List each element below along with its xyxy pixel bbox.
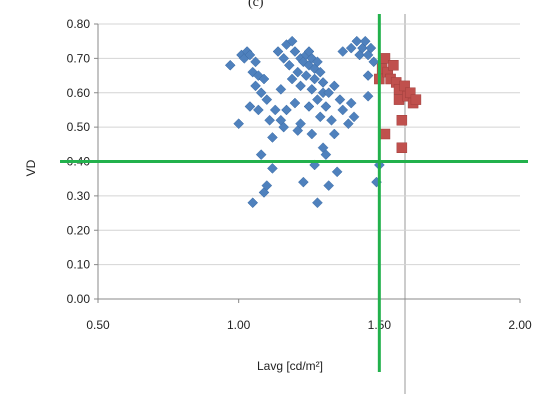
diamond-point: [362, 90, 374, 102]
y-tick-label: 0.50: [67, 120, 91, 134]
diamond-point: [267, 163, 278, 174]
diamond-point: [320, 149, 332, 160]
panel-label: (c): [248, 0, 264, 10]
diamond-point: [250, 80, 261, 92]
diamond-point: [368, 56, 380, 68]
diamond-point: [298, 176, 309, 188]
y-tick-labels: 0.000.100.200.300.400.500.600.700.80: [67, 17, 91, 306]
diamond-point: [250, 56, 261, 68]
square-point: [396, 115, 408, 126]
diamond-point: [272, 46, 284, 57]
diamond-point: [334, 94, 346, 105]
diamond-point: [261, 94, 273, 105]
diamond-point: [275, 83, 287, 95]
diamond-point: [314, 111, 326, 123]
y-tick-label: 0.20: [67, 223, 91, 237]
diamond-point: [255, 87, 267, 99]
diamond-point: [267, 132, 278, 143]
x-tick-label: 1.00: [227, 318, 251, 332]
diamond-point: [323, 180, 335, 191]
diamond-point: [323, 87, 335, 99]
square-point: [405, 87, 416, 98]
diamond-point: [224, 59, 236, 71]
diamond-point: [253, 104, 264, 116]
diamond-point: [281, 104, 292, 116]
diamond-point: [303, 101, 315, 112]
diamond-point: [286, 73, 298, 85]
diamond-point: [286, 35, 298, 47]
diamond-point: [312, 56, 323, 68]
diamond-point: [283, 59, 295, 71]
diamond-point: [295, 80, 306, 92]
square-point: [410, 94, 422, 105]
diamond-point: [278, 53, 290, 64]
diamond-point: [255, 149, 267, 160]
y-tick-label: 0.80: [67, 17, 91, 31]
diamond-point: [300, 70, 312, 81]
diamond-point: [337, 104, 349, 116]
square-point: [399, 80, 410, 92]
diamond-point: [312, 197, 323, 209]
diamond-point: [351, 35, 363, 47]
diamond-point: [326, 114, 337, 126]
diamond-point: [345, 97, 357, 109]
y-axis-title: VD: [24, 159, 38, 176]
diamond-point: [269, 104, 281, 116]
reference-lines: [60, 14, 528, 372]
diamond-point: [348, 111, 360, 123]
diamond-point: [289, 46, 301, 57]
diamond-point: [328, 128, 340, 140]
diamond-point: [261, 180, 273, 191]
diamond-point: [247, 197, 259, 209]
diamond-point: [244, 49, 256, 61]
x-tick-label: 2.00: [508, 318, 532, 332]
diamond-point: [306, 83, 318, 95]
diamond-point: [328, 80, 340, 92]
y-tick-label: 0.30: [67, 189, 91, 203]
diamond-point: [244, 101, 256, 112]
diamond-point: [359, 35, 371, 47]
diamond-point: [337, 46, 349, 57]
y-tick-label: 0.00: [67, 292, 91, 306]
diamond-point: [365, 42, 377, 54]
diamond-point: [233, 118, 245, 130]
diamond-point: [320, 101, 332, 112]
square-point: [379, 128, 391, 140]
diamond-point: [314, 66, 326, 78]
square-point: [396, 142, 408, 153]
diamond-point: [343, 118, 354, 130]
diamond-point: [264, 114, 275, 126]
diamond-point: [362, 70, 374, 81]
diamond-point: [309, 73, 320, 85]
diamond-point: [289, 97, 301, 109]
diamond-point: [295, 118, 306, 130]
y-tick-label: 0.10: [67, 258, 91, 272]
diamond-point: [258, 73, 270, 85]
diamond-point: [306, 128, 318, 140]
y-tick-label: 0.60: [67, 86, 91, 100]
diamond-point: [278, 121, 290, 133]
x-axis-title: Lavg [cd/m²]: [257, 359, 323, 373]
y-tick-label: 0.70: [67, 51, 91, 65]
diamond-point: [312, 94, 323, 105]
diamond-point: [331, 166, 343, 178]
square-point: [388, 60, 399, 71]
x-tick-label: 0.50: [86, 318, 110, 332]
diamond-point: [292, 66, 304, 78]
diamond-point: [345, 42, 357, 54]
